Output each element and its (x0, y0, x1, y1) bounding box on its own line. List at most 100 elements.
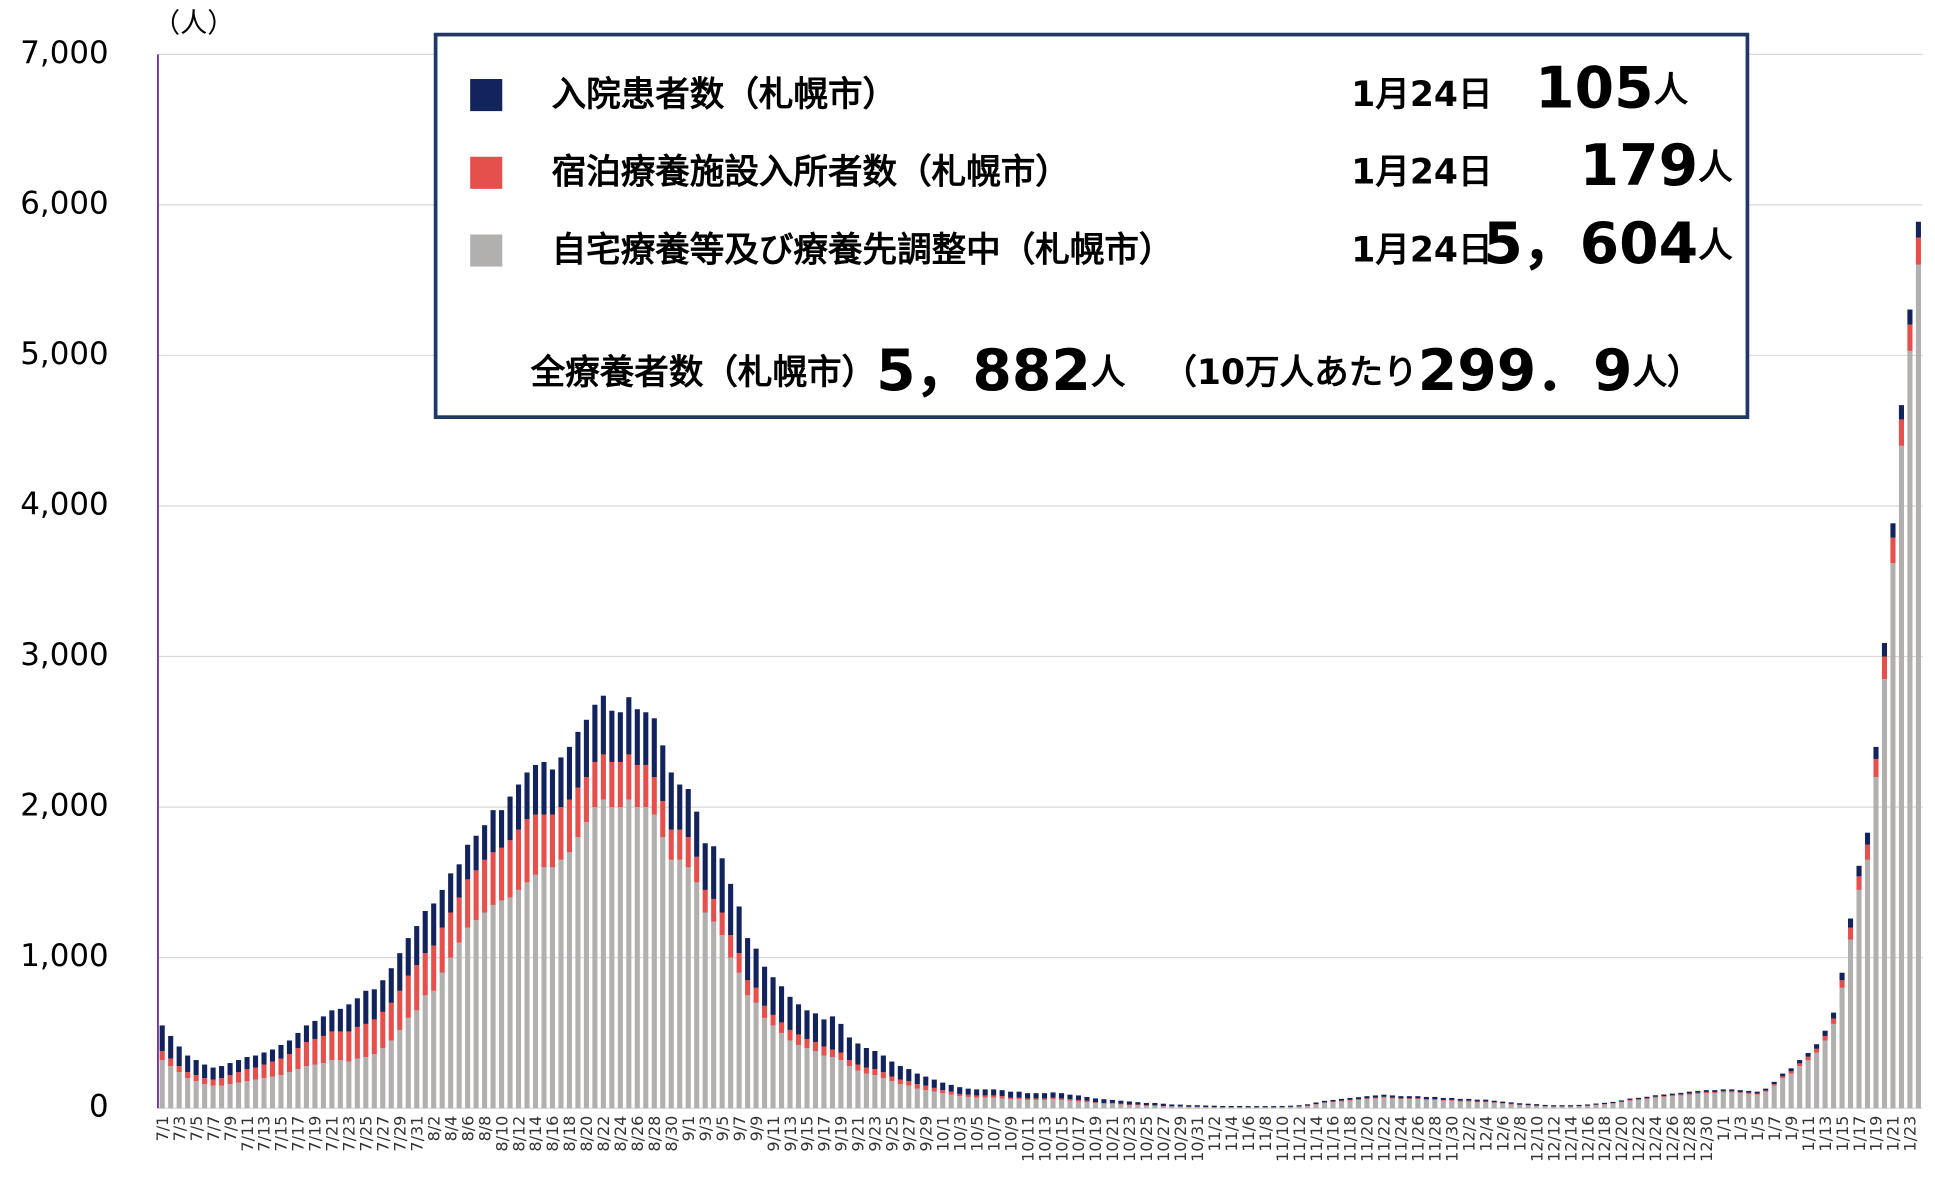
bar-segment (1890, 523, 1895, 537)
bar-segment (1356, 1099, 1361, 1100)
bar-segment (1661, 1095, 1666, 1097)
bar-segment (372, 1054, 377, 1108)
bar-segment (1492, 1101, 1497, 1103)
bar-segment (440, 890, 445, 928)
bar-segment (1823, 1031, 1828, 1036)
bar-segment (779, 986, 784, 1022)
bar-segment (1509, 1102, 1514, 1104)
bar-segment (1907, 310, 1912, 325)
bar-segment (635, 807, 640, 1108)
bar-segment (754, 949, 759, 988)
bar-segment (1678, 1093, 1683, 1095)
bar-segment (1432, 1100, 1437, 1108)
bar-segment (1500, 1102, 1505, 1104)
bar-segment (940, 1083, 945, 1091)
bar-segment (643, 712, 648, 765)
per-capita-value: 299．9 (1418, 338, 1633, 404)
bar-segment (1695, 1094, 1700, 1108)
bar-segment (1144, 1105, 1149, 1106)
bar-segment (1873, 747, 1878, 759)
bar-segment (1449, 1100, 1454, 1101)
bar-segment (541, 762, 546, 815)
bar-segment (1789, 1068, 1794, 1071)
bar-segment (1814, 1049, 1819, 1053)
bar-segment (677, 830, 682, 860)
bar-segment (635, 765, 640, 807)
bar-segment (1025, 1093, 1030, 1098)
bar-segment (389, 1040, 394, 1108)
bar-segment (720, 858, 725, 912)
bar-segment (177, 1066, 182, 1072)
bar-segment (1551, 1105, 1556, 1106)
bar-segment (737, 906, 742, 953)
bar-segment (1797, 1063, 1802, 1066)
bar-segment (906, 1069, 911, 1081)
bar-segment (1610, 1102, 1615, 1103)
bar-segment (329, 1031, 334, 1060)
bar-segment (1322, 1101, 1327, 1103)
bar-segment (872, 1051, 877, 1069)
bar-segment (1772, 1086, 1777, 1109)
bar-segment (1330, 1100, 1335, 1102)
bar-segment (185, 1078, 190, 1108)
bar-segment (855, 1071, 860, 1109)
bar-segment (397, 1030, 402, 1108)
bar-segment (1551, 1107, 1556, 1109)
bar-segment (160, 1051, 165, 1060)
bar-segment (1466, 1101, 1471, 1108)
bar-segment (1254, 1107, 1259, 1108)
bar-segment (440, 928, 445, 973)
bar-segment (1220, 1107, 1225, 1108)
bar-segment (465, 879, 470, 927)
bar-segment (1721, 1091, 1726, 1092)
bar-segment (1856, 876, 1861, 890)
bar-segment (448, 958, 453, 1109)
bar-segment (754, 988, 759, 1003)
bar-segment (474, 920, 479, 1108)
bar-segment (745, 995, 750, 1108)
bar-segment (1882, 657, 1887, 680)
bar-segment (1712, 1092, 1717, 1093)
y-unit: （人） (153, 8, 234, 39)
bar-segment (694, 812, 699, 857)
bar-segment (940, 1093, 945, 1108)
bar-segment (1475, 1101, 1480, 1102)
bar-segment (414, 926, 419, 965)
legend-date: 1月24日 (1351, 153, 1492, 193)
bar-segment (202, 1065, 207, 1079)
bar-segment (338, 1031, 343, 1060)
bar-segment (244, 1069, 249, 1081)
bar-segment (295, 1033, 300, 1048)
bar-segment (1644, 1098, 1649, 1099)
bar-segment (440, 973, 445, 1108)
bar-segment (423, 911, 428, 953)
bar-segment (431, 946, 436, 991)
bar-segment (864, 1048, 869, 1068)
bar-segment (584, 720, 589, 777)
bar-segment (652, 777, 657, 815)
bar-segment (991, 1098, 996, 1109)
bar-segment (787, 997, 792, 1030)
bar-segment (1118, 1104, 1123, 1108)
bar-segment (1067, 1099, 1072, 1101)
bar-segment (762, 1006, 767, 1018)
bar-segment (1789, 1071, 1794, 1073)
bar-segment (1610, 1104, 1615, 1109)
bar-segment (1856, 866, 1861, 877)
bar-segment (1118, 1104, 1123, 1105)
bar-segment (1593, 1104, 1598, 1105)
bar-segment (1466, 1101, 1471, 1102)
bar-segment (329, 1060, 334, 1108)
bar-segment (516, 785, 521, 830)
bar-segment (1076, 1095, 1081, 1100)
bar-segment (211, 1086, 216, 1109)
bar-segment (508, 797, 513, 841)
bar-segment (1543, 1105, 1548, 1106)
count: 5，604 (1483, 210, 1698, 276)
count: 179 (1580, 133, 1698, 199)
bar-segment (915, 1089, 920, 1109)
bar-segment (635, 709, 640, 765)
bar-segment (677, 860, 682, 1108)
bar-segment (244, 1081, 249, 1108)
bar-segment (737, 973, 742, 1108)
